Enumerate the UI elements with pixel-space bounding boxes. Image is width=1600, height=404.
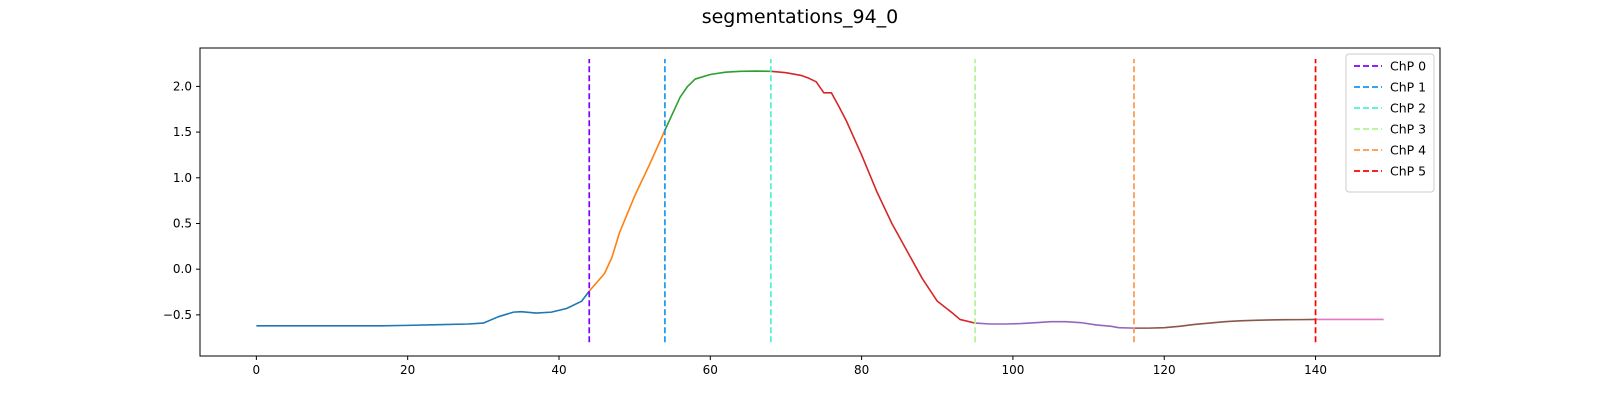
legend-box (1345, 53, 1435, 193)
y-tick-label: 1.5 (173, 125, 192, 139)
x-tick-label: 120 (1153, 363, 1176, 377)
chart-title: segmentations_94_0 (702, 6, 899, 28)
x-tick-label: 0 (253, 363, 261, 377)
x-tick-label: 80 (854, 363, 869, 377)
series-segment-4 (975, 320, 1134, 329)
series-segment-2 (664, 70, 771, 131)
series-segment-3 (770, 70, 976, 324)
y-tick-label: 2.0 (173, 79, 192, 93)
x-tick-label: 100 (1001, 363, 1024, 377)
series-segment-1 (588, 129, 666, 292)
legend: ChP 0 ChP 1 ChP 2 ChP 3 ChP 4 ChP 5 (1345, 53, 1435, 193)
x-tick-label: 60 (703, 363, 718, 377)
y-tick-label: 0.0 (173, 262, 192, 276)
x-tick-label: 40 (551, 363, 566, 377)
legend-label: ChP 5 (1390, 164, 1426, 179)
series-segment-0 (256, 290, 590, 327)
legend-label: ChP 3 (1390, 122, 1426, 137)
x-tick-label: 140 (1304, 363, 1327, 377)
y-tick-label: 1.0 (173, 171, 192, 185)
x-tick-label: 20 (400, 363, 415, 377)
legend-label: ChP 1 (1390, 80, 1426, 95)
series-segment-5 (1133, 318, 1316, 329)
plot-area-frame (199, 47, 1441, 357)
y-tick-label: −0.5 (163, 308, 192, 322)
legend-label: ChP 4 (1390, 143, 1426, 158)
legend-label: ChP 2 (1390, 101, 1426, 116)
legend-label: ChP 0 (1390, 59, 1426, 74)
y-tick-label: 0.5 (173, 216, 192, 230)
